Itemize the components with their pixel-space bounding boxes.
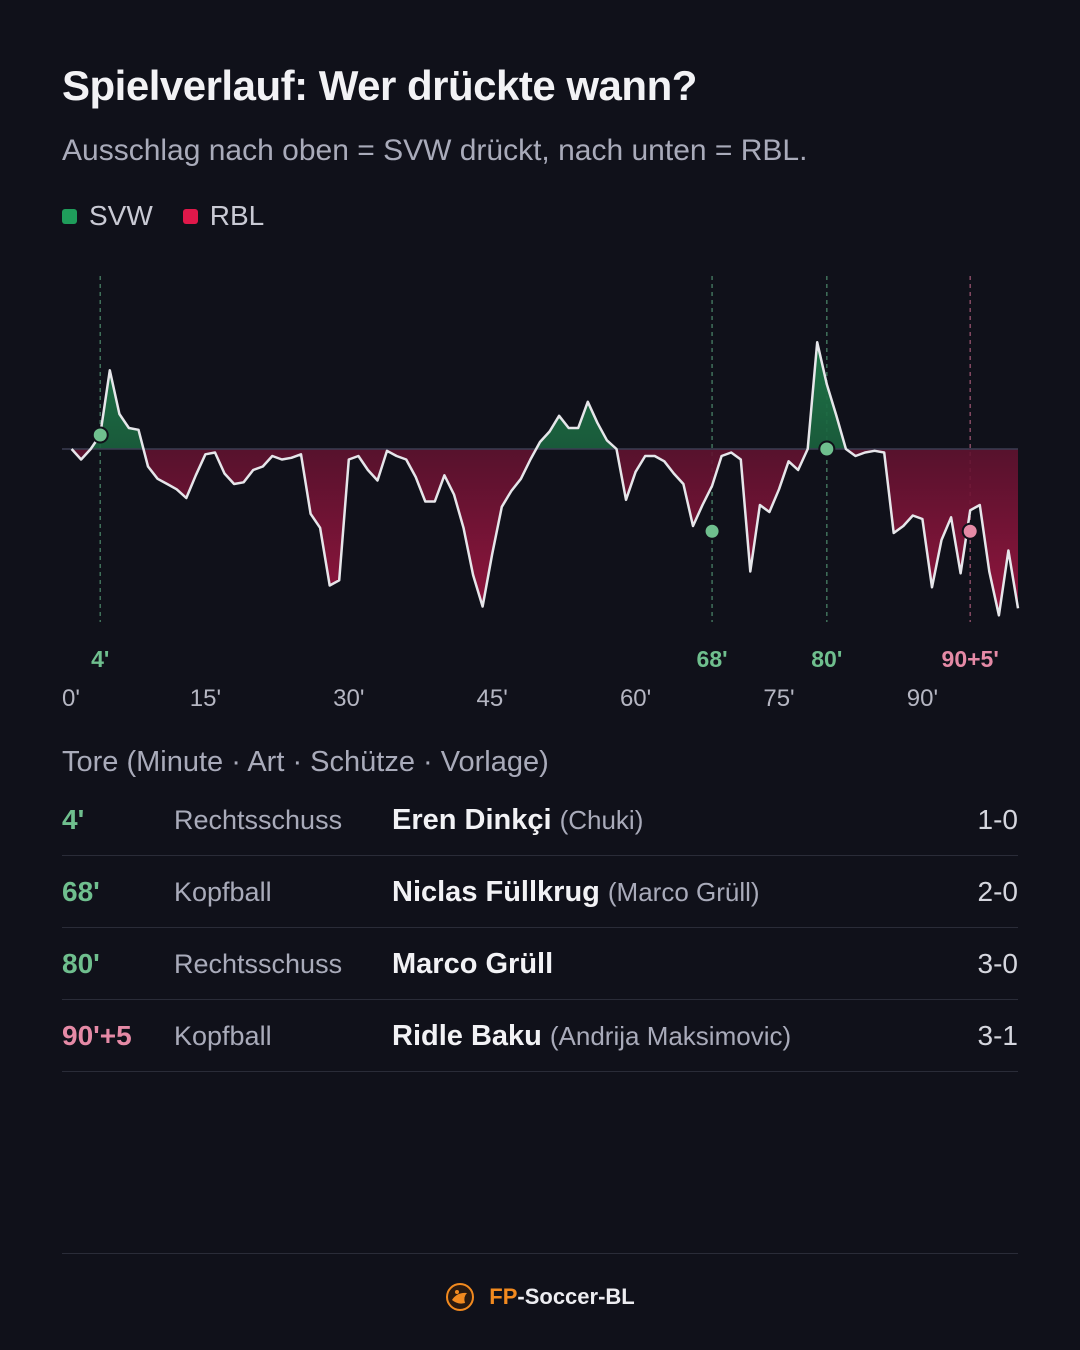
x-tick-label: 30'	[333, 685, 364, 712]
momentum-line	[70, 341, 1020, 617]
goal-type: Kopfball	[174, 1021, 272, 1051]
goal-assist: (Andrija Maksimovic)	[549, 1021, 792, 1051]
goal-marker-label: 90+5'	[942, 646, 999, 672]
goal-score: 3-1	[977, 1020, 1018, 1051]
legend-swatch-rbl	[182, 208, 198, 224]
scorer-name: Niclas Füllkrug	[392, 876, 600, 908]
x-tick-label: 0'	[62, 685, 80, 712]
x-tick-label: 75'	[763, 685, 794, 712]
goal-marker-label: 80'	[811, 646, 842, 672]
goal-row: 4' Rechtsschuss Eren Dinkçi (Chuki) 1-0	[62, 784, 1018, 856]
goal-marker-dot	[818, 440, 836, 458]
scorer-name: Marco Grüll	[392, 948, 554, 980]
goal-score: 2-0	[977, 876, 1018, 907]
goal-minute: 90'+5	[62, 1020, 132, 1051]
goal-score: 3-0	[977, 948, 1018, 979]
x-tick-label: 45'	[477, 685, 508, 712]
goal-assist: (Marco Grüll)	[607, 877, 760, 907]
goal-assist: (Chuki)	[559, 805, 644, 835]
scorer-name: Eren Dinkçi	[392, 804, 552, 836]
footer-brand: FP -Soccer-BL	[0, 1282, 1080, 1312]
goal-scorer: Ridle Baku (Andrija Maksimovic)	[392, 1020, 791, 1053]
legend-item-svw: SVW	[62, 200, 153, 232]
goal-scorer: Niclas Füllkrug (Marco Grüll)	[392, 876, 760, 909]
goal-marker-dot	[91, 426, 109, 444]
x-tick-label: 60'	[620, 685, 651, 712]
momentum-chart: 4' 68' 80' 90+5' 0' 15' 30' 45' 60' 75' 90'	[62, 276, 1020, 712]
scorer-name: Ridle Baku	[392, 1020, 542, 1052]
brand-rest: -Soccer-BL	[517, 1284, 635, 1309]
chart-subtitle: Ausschlag nach oben = SVW drückt, nach u…	[62, 134, 808, 167]
svw-pressure-area	[71, 342, 1018, 449]
chart-title: Spielverlauf: Wer drückte wann?	[62, 62, 697, 109]
legend-label-svw: SVW	[89, 200, 153, 231]
x-tick-label: 90'	[907, 685, 938, 712]
goal-minute: 4'	[62, 804, 85, 835]
goal-row: 90'+5 Kopfball Ridle Baku (Andrija Maksim…	[62, 1000, 1018, 1072]
goal-type: Rechtsschuss	[174, 949, 343, 979]
goal-minute: 68'	[62, 876, 100, 907]
legend-label-rbl: RBL	[209, 200, 265, 231]
ball-logo-icon	[446, 1283, 475, 1311]
brand-fp: FP	[489, 1284, 518, 1309]
goal-row: 68' Kopfball Niclas Füllkrug (Marco Grüll…	[62, 856, 1018, 928]
goals-title: Tore (Minute · Art · Schütze · Vorlage)	[62, 746, 549, 778]
legend-item-rbl: RBL	[182, 200, 265, 232]
legend-swatch-svw	[62, 208, 77, 224]
goal-minute: 80'	[62, 948, 100, 979]
goal-type: Kopfball	[174, 877, 272, 907]
goal-marker-dot	[703, 522, 721, 540]
goal-scorer: Marco Grüll	[392, 948, 561, 981]
legend: SVW RBL	[62, 200, 294, 232]
goal-score: 1-0	[977, 804, 1018, 835]
goal-marker-dot	[961, 522, 979, 540]
goals-table: 4' Rechtsschuss Eren Dinkçi (Chuki) 1-0 6…	[62, 784, 1018, 1072]
rbl-pressure-area	[71, 449, 1018, 616]
goal-marker-label: 68'	[697, 646, 728, 672]
footer-divider	[62, 1253, 1018, 1254]
goal-marker-label: 4'	[91, 646, 109, 672]
goal-scorer: Eren Dinkçi (Chuki)	[392, 804, 643, 837]
goal-row: 80' Rechtsschuss Marco Grüll 3-0	[62, 928, 1018, 1000]
x-tick-label: 15'	[190, 685, 221, 712]
goal-type: Rechtsschuss	[174, 805, 343, 835]
